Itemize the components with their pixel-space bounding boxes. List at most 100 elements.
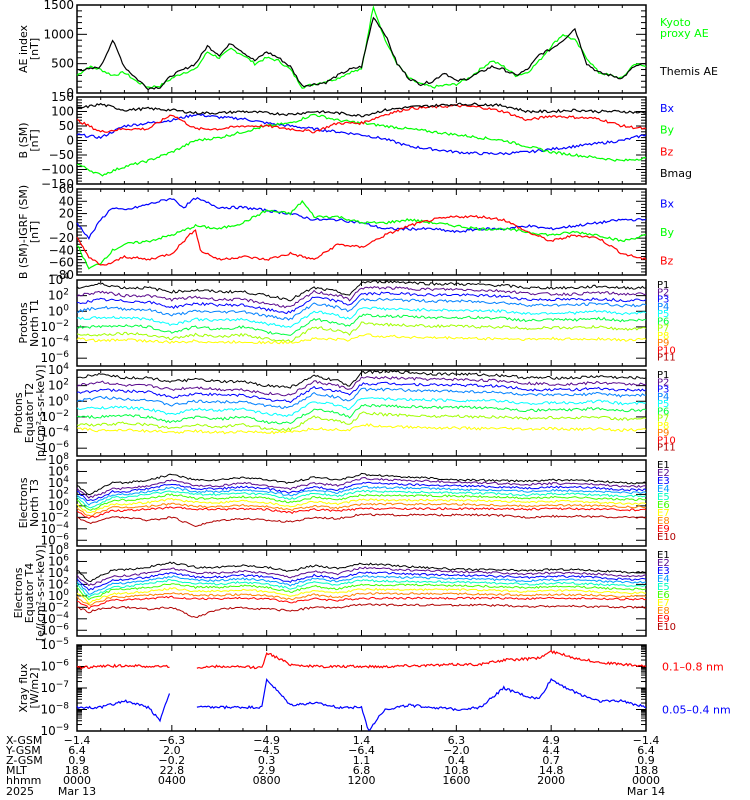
ephemeris-x: 1.4 — [352, 734, 371, 747]
y-axis-label: Protons — [12, 392, 25, 433]
y-tick-label: 100 — [48, 393, 69, 408]
y-axis-label: [W/m2] — [28, 668, 41, 709]
legend-p4: P4 — [657, 302, 669, 313]
ephemeris-mlt: 14.8 — [538, 764, 564, 777]
legend-by: By — [660, 226, 675, 239]
ephemeris-y: 6.4 — [68, 744, 86, 757]
legend-e2: E2 — [657, 468, 670, 479]
series-e5 — [76, 578, 647, 599]
y-axis-label: B (SM) — [17, 122, 30, 158]
ephemeris-z: 0.9 — [637, 754, 655, 767]
y-tick-label: 10−6 — [40, 622, 69, 637]
y-tick-label: 102 — [48, 486, 69, 501]
ephemeris-y: 6.4 — [637, 744, 655, 757]
legend-p8: P8 — [657, 331, 669, 342]
series-e4 — [76, 485, 647, 506]
y-tick-label: −20 — [49, 231, 74, 245]
legend-p3: P3 — [657, 385, 669, 396]
series-e1 — [76, 472, 647, 496]
y-tick-label: 108 — [48, 542, 69, 557]
legend-p2: P2 — [657, 377, 669, 388]
legend-p11: P11 — [657, 443, 676, 454]
y-tick-label: 104 — [48, 362, 69, 377]
ephemeris-y: −4.5 — [253, 744, 281, 757]
legend-p6: P6 — [657, 406, 669, 417]
legend-0-1-0-8-nm: 0.1–0.8 nm — [662, 661, 724, 674]
y-tick-label: 10−4 — [40, 611, 69, 626]
ephemeris-mlt: 22.8 — [159, 764, 185, 777]
y-tick-label: −80 — [49, 268, 74, 282]
legend-themis-ae: Themis AE — [659, 65, 718, 78]
y-tick-label: 102 — [48, 288, 69, 303]
ephemeris-hhmm: 0800 — [252, 774, 281, 787]
ephemeris-x: −1.4 — [632, 734, 660, 747]
y-axis-label: AE index — [17, 24, 30, 73]
ephemeris-z: 1.1 — [352, 754, 371, 767]
legend-e3: E3 — [657, 566, 670, 577]
ephemeris-mlt: 2.9 — [257, 764, 276, 777]
series-p3 — [76, 291, 647, 315]
y-tick-label: 10−5 — [40, 637, 69, 652]
legend-0-05-0-4-nm: 0.05–0.4 nm — [662, 704, 731, 717]
ephemeris-mlt: 10.8 — [444, 764, 469, 777]
y-tick-label: −60 — [49, 256, 74, 270]
y-axis-label: Electrons — [17, 477, 30, 528]
y-tick-label: 104 — [48, 475, 69, 490]
legend-p3: P3 — [657, 295, 669, 306]
legend-bx: Bx — [660, 102, 675, 115]
series-e1 — [76, 561, 647, 583]
series-e5 — [76, 489, 647, 509]
series-p2 — [76, 286, 647, 309]
legend-e10: E10 — [657, 532, 676, 543]
legend-e5: E5 — [657, 582, 670, 593]
series-themis-ae — [76, 16, 647, 91]
ephemeris-z: −0.2 — [158, 754, 186, 767]
y-tick-label: 40 — [59, 194, 74, 208]
ephemeris-row-label: MLT — [6, 764, 27, 777]
series-p7 — [76, 321, 647, 343]
ephemeris-x: −6.3 — [158, 734, 186, 747]
legend-e6: E6 — [657, 500, 670, 511]
series-bz — [76, 214, 647, 266]
y-tick-label: 10−6 — [40, 659, 69, 674]
series-bx — [76, 113, 647, 156]
series-e8 — [76, 502, 647, 517]
legend-p1: P1 — [657, 280, 669, 291]
ephemeris-x: −1.4 — [63, 734, 91, 747]
y-tick-label: −100 — [41, 163, 74, 177]
y-tick-label: 106 — [48, 463, 69, 478]
panel-frame-electrons-t4 — [76, 549, 647, 637]
y-axis-label: Xray flux — [17, 663, 30, 713]
series-p6 — [76, 403, 647, 425]
legend-p8: P8 — [657, 421, 669, 432]
legend-e7: E7 — [657, 598, 670, 609]
y-tick-label: 108 — [48, 452, 69, 467]
y-tick-label: 10−6 — [40, 440, 69, 455]
y-tick-label: 102 — [48, 378, 69, 393]
legend-bz: Bz — [660, 255, 674, 268]
series-e2 — [76, 476, 647, 499]
legend-e4: E4 — [657, 574, 670, 585]
y-tick-label: 60 — [59, 182, 74, 196]
series-e6 — [76, 493, 647, 511]
y-tick-label: 10−4 — [40, 425, 69, 440]
y-tick-label: 10−6 — [40, 532, 69, 547]
series-e9 — [76, 595, 647, 610]
legend-bx: Bx — [660, 197, 675, 210]
series-e3 — [76, 481, 647, 502]
y-tick-label: 10−2 — [40, 319, 69, 334]
y-axis-label: [nT] — [28, 129, 41, 151]
y-axis-label: North T3 — [28, 479, 41, 527]
series-e4 — [76, 574, 647, 595]
ephemeris-z: 0.9 — [68, 754, 86, 767]
y-tick-label: 10−2 — [40, 409, 69, 424]
series-p8 — [76, 333, 647, 345]
ephemeris-x: −4.9 — [253, 734, 281, 747]
series-kyoto-proxy-ae — [76, 5, 647, 89]
ephemeris-y: 4.4 — [542, 744, 560, 757]
y-tick-label: 100 — [48, 303, 69, 318]
y-axis-label: [nT] — [28, 38, 41, 60]
y-axis-label: Equator T2 — [23, 383, 36, 443]
y-tick-label: 10−7 — [40, 680, 69, 695]
